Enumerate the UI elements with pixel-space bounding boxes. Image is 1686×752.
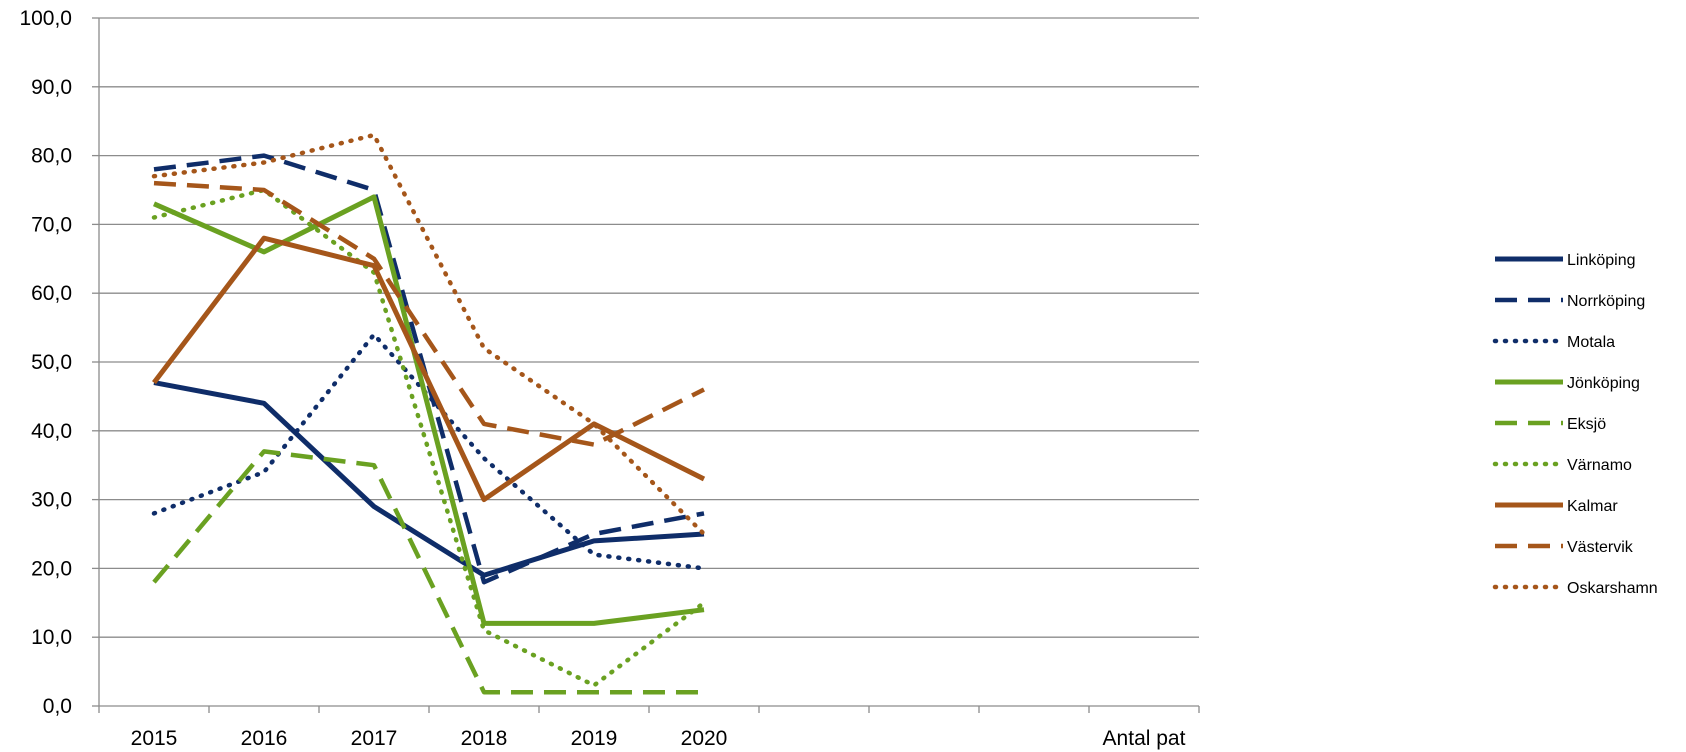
x-tick-label: 2019 (571, 727, 618, 750)
x-tick-label: 2018 (461, 727, 508, 750)
x-tick-label: 2020 (681, 727, 728, 750)
y-tick-label: 70,0 (31, 213, 72, 236)
legend-label: Västervik (1567, 539, 1634, 556)
series-line-värnamo (151, 187, 707, 688)
x-tick-label: 2017 (351, 727, 398, 750)
legend-label: Värnamo (1567, 457, 1632, 474)
y-tick-label: 80,0 (31, 145, 72, 168)
x-tick-label: 2015 (131, 727, 178, 750)
y-tick-label: 60,0 (31, 282, 72, 305)
series-line-jönköping (152, 194, 705, 626)
x-tick-label: 2016 (241, 727, 288, 750)
series-line-oskarshamn (151, 132, 707, 537)
legend-label: Norrköping (1567, 293, 1645, 310)
y-tick-label: 30,0 (31, 489, 72, 512)
legend-label: Kalmar (1567, 498, 1618, 515)
y-axis-tick-labels: 0,0 10,0 20,0 30,0 40,0 50,0 60,0 70,0 80,0 90,0 1… (19, 7, 72, 718)
x-axis-tick-labels: 2015 2016 2017 2018 2019 2020 Antal pat (131, 727, 1186, 750)
y-tick-label: 0,0 (43, 695, 72, 718)
y-tick-label: 40,0 (31, 420, 72, 443)
series-lines (151, 132, 707, 695)
legend-label: Jönköping (1567, 375, 1640, 392)
y-tick-label: 50,0 (31, 351, 72, 374)
y-tick-label: 90,0 (31, 76, 72, 99)
series-line-eksjö (152, 449, 704, 695)
legend-label: Eksjö (1567, 416, 1606, 433)
series-line-kalmar (152, 235, 706, 503)
series-line-linköping (153, 380, 705, 578)
legend-label: Linköping (1567, 252, 1636, 269)
series-line-motala (151, 332, 707, 571)
y-tick-label: 10,0 (31, 626, 72, 649)
axes (92, 17, 1200, 713)
y-tick-label: 20,0 (31, 557, 72, 580)
gridlines (99, 17, 1199, 638)
y-tick-label: 100,0 (19, 7, 72, 30)
legend-label: Oskarshamn (1567, 580, 1658, 597)
legend: Linköping Norrköping Motala Jönköping Eksjö V… (1492, 252, 1658, 597)
legend-label: Motala (1567, 334, 1615, 351)
series-line-västervik (153, 180, 706, 447)
x-tick-label: Antal pat (1103, 727, 1186, 750)
series-line-norrköping (153, 153, 705, 585)
